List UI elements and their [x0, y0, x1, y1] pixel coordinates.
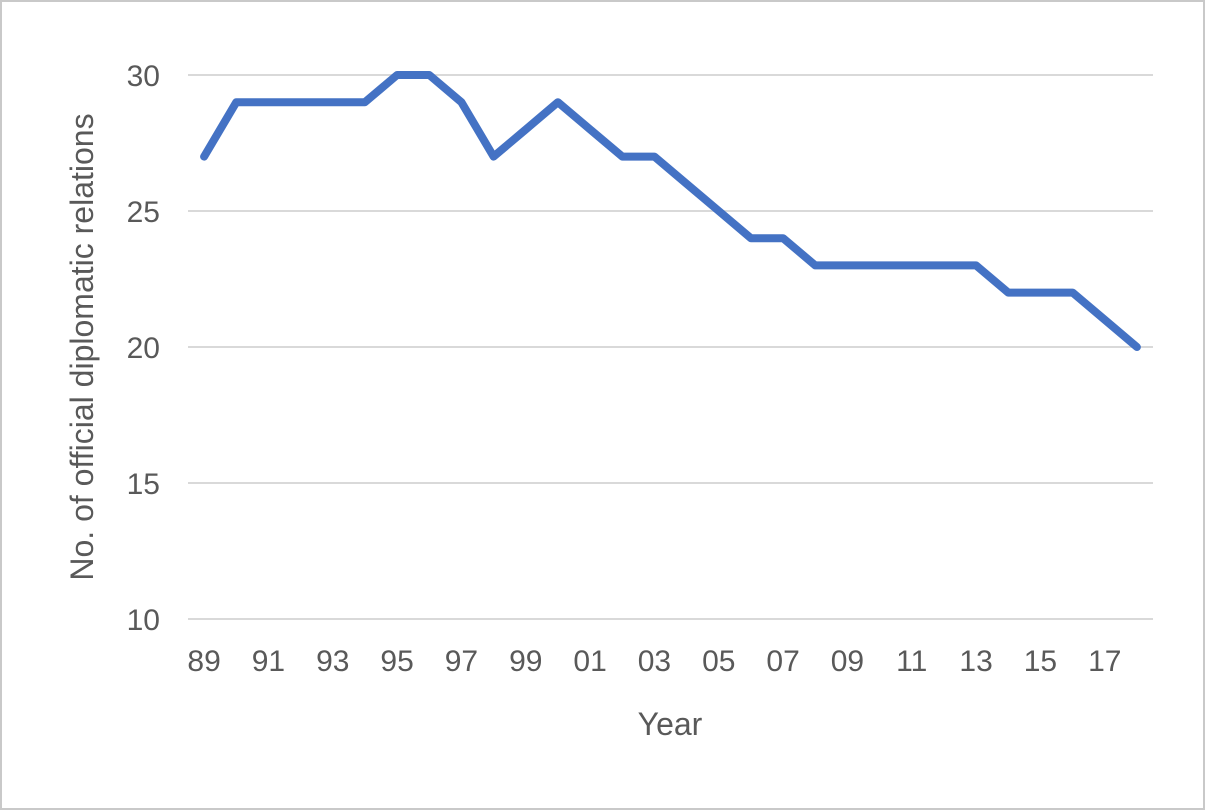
x-tick-label: 99 — [509, 645, 542, 678]
x-tick-label: 07 — [766, 645, 799, 678]
y-tick-label: 15 — [127, 468, 160, 501]
x-tick-label: 95 — [380, 645, 413, 678]
x-tick-label: 09 — [831, 645, 864, 678]
x-tick-label: 01 — [573, 645, 606, 678]
x-tick-label: 15 — [1024, 645, 1057, 678]
x-tick-label: 11 — [896, 645, 927, 678]
y-tick-label: 30 — [127, 60, 160, 93]
x-tick-label: 91 — [252, 645, 285, 678]
y-tick-label: 10 — [127, 604, 160, 637]
series-line — [200, 71, 1141, 351]
x-axis-title: Year — [637, 706, 703, 742]
y-tick-label: 25 — [127, 196, 160, 229]
x-tick-label: 17 — [1088, 645, 1121, 678]
x-tick-label: 05 — [702, 645, 735, 678]
x-tick-label: 97 — [445, 645, 478, 678]
y-tick-label: 20 — [127, 332, 160, 365]
x-tick-label: 93 — [316, 645, 349, 678]
x-tick-label: 13 — [959, 645, 992, 678]
y-axis-title: No. of official diplomatic relations — [64, 113, 100, 581]
x-tick-label: 89 — [187, 645, 220, 678]
x-tick-label: 03 — [638, 645, 671, 678]
